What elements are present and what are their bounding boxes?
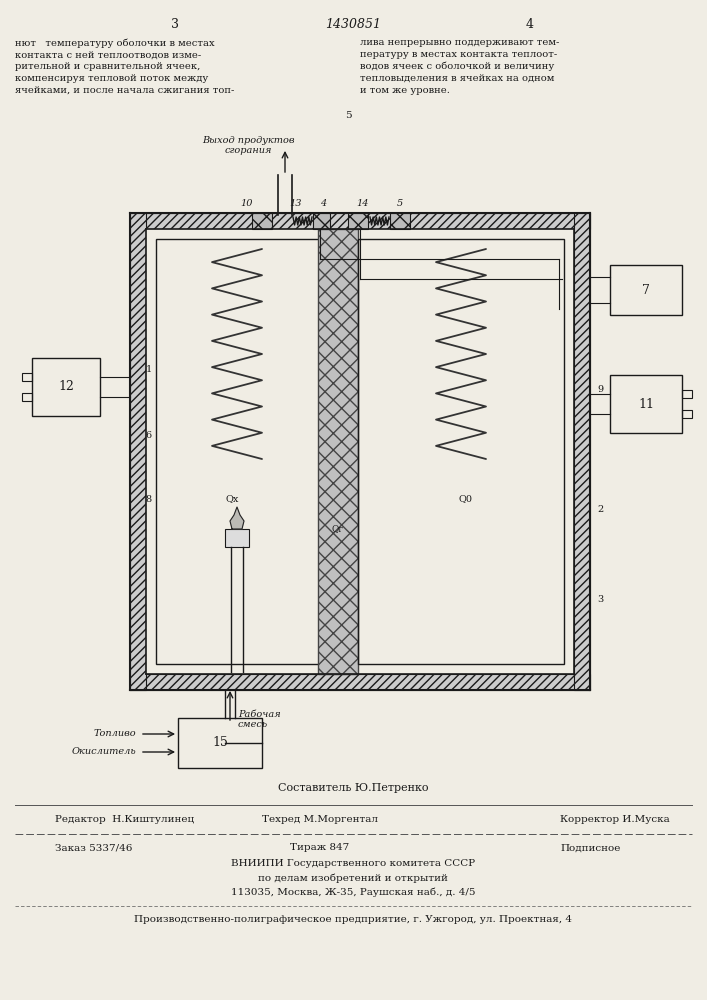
Text: по делам изобретений и открытий: по делам изобретений и открытий (258, 873, 448, 883)
Bar (682, 390, 692, 398)
Text: 10: 10 (241, 199, 253, 208)
Text: Q0: Q0 (459, 494, 473, 504)
Bar (156, 239, 330, 664)
Text: 8: 8 (146, 495, 152, 504)
Bar (574, 213, 590, 690)
Text: Корректор И.Муска: Корректор И.Муска (560, 816, 670, 824)
Text: Окислитель: Окислитель (71, 748, 136, 756)
Bar (178, 718, 262, 768)
Text: Тираж 847: Тираж 847 (291, 844, 350, 852)
Text: 6: 6 (146, 430, 152, 440)
Bar (22, 373, 32, 381)
Text: Составитель Ю.Петренко: Составитель Ю.Петренко (278, 783, 428, 793)
Bar (225, 529, 249, 547)
Text: 113035, Москва, Ж-35, Раушская наб., д. 4/5: 113035, Москва, Ж-35, Раушская наб., д. … (230, 887, 475, 897)
Text: 4: 4 (526, 18, 534, 31)
Text: Производственно-полиграфическое предприятие, г. Ужгород, ул. Проектная, 4: Производственно-полиграфическое предприя… (134, 916, 572, 924)
Bar (252, 213, 272, 229)
Bar (130, 213, 590, 229)
Bar (610, 375, 682, 433)
Bar (682, 410, 692, 418)
Text: Qг: Qг (332, 524, 344, 534)
Text: 13: 13 (290, 199, 303, 208)
Text: нют   температуру оболочки в местах
контакта с ней теплоотводов изме-
рительной : нют температуру оболочки в местах контак… (15, 38, 235, 95)
Text: 2: 2 (597, 506, 603, 514)
Bar (390, 213, 410, 229)
Text: Подписное: Подписное (560, 844, 620, 852)
Text: Выход продуктов
сгорания: Выход продуктов сгорания (201, 136, 294, 155)
Text: Рабочая
смесь: Рабочая смесь (238, 710, 281, 729)
Bar (348, 213, 368, 229)
Bar (318, 229, 358, 674)
Text: 5: 5 (345, 110, 351, 119)
Bar (610, 265, 682, 315)
Text: 1430851: 1430851 (325, 18, 381, 31)
Text: 7: 7 (642, 284, 650, 296)
Text: 14: 14 (357, 199, 369, 208)
Text: 15: 15 (212, 736, 228, 750)
Text: 3: 3 (597, 595, 603, 604)
Text: лива непрерывно поддерживают тем-
пературу в местах контакта теплоот-
водов ячее: лива непрерывно поддерживают тем- перату… (360, 38, 559, 95)
Text: 4: 4 (320, 199, 326, 208)
Text: Редактор  Н.Киштулинец: Редактор Н.Киштулинец (55, 816, 194, 824)
Bar (358, 239, 564, 664)
Text: 1: 1 (146, 365, 152, 374)
Polygon shape (230, 507, 244, 529)
Bar (130, 213, 146, 690)
Bar (313, 213, 330, 229)
Bar (146, 229, 574, 674)
Text: 11: 11 (638, 397, 654, 410)
Bar (22, 393, 32, 401)
Text: 12: 12 (58, 380, 74, 393)
Text: 9: 9 (597, 385, 603, 394)
Text: Заказ 5337/46: Заказ 5337/46 (55, 844, 132, 852)
Text: ВНИИПИ Государственного комитета СССР: ВНИИПИ Государственного комитета СССР (231, 859, 475, 868)
Text: Топливо: Топливо (93, 730, 136, 738)
Text: 5: 5 (397, 199, 403, 208)
Text: Техред М.Моргентал: Техред М.Моргентал (262, 816, 378, 824)
Bar (32, 358, 100, 416)
Bar (130, 674, 590, 690)
Text: 3: 3 (171, 18, 179, 31)
Text: Qx: Qx (226, 494, 239, 504)
